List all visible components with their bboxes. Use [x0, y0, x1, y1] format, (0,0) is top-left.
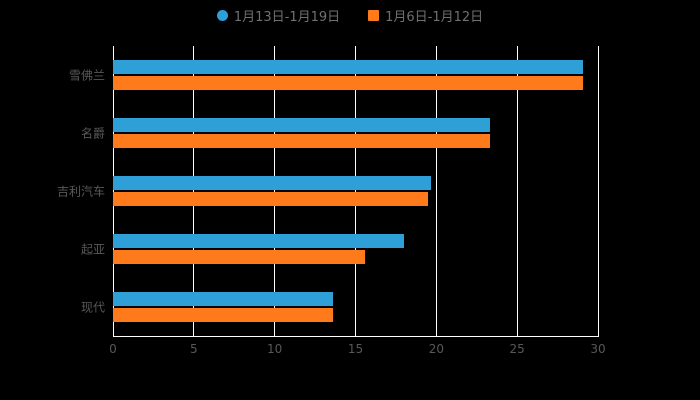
category-band — [113, 162, 598, 220]
bar-series2[interactable] — [113, 192, 429, 206]
bar-series1[interactable] — [113, 176, 432, 190]
legend: 1月13日-1月19日 1月6日-1月12日 — [0, 6, 700, 25]
gridline — [435, 46, 437, 336]
x-axis-tick-label: 20 — [428, 342, 444, 356]
legend-marker-circle-icon — [216, 10, 228, 21]
x-axis-labels: 0 5 10 15 20 25 30 — [109, 342, 605, 360]
y-axis-category-label: 现代 — [80, 300, 105, 315]
bar-series1[interactable] — [113, 60, 584, 74]
gridline — [516, 46, 518, 336]
x-axis-tick-label: 15 — [347, 342, 364, 356]
gridline — [193, 46, 195, 336]
y-axis-category-label: 名爵 — [80, 126, 105, 141]
y-axis-category-label: 雪佛兰 — [68, 68, 105, 83]
bar-series2[interactable] — [113, 76, 584, 90]
legend-item-week2[interactable]: 1月13日-1月19日 — [216, 6, 341, 25]
legend-label: 1月6日-1月12日 — [385, 10, 484, 25]
gridline — [274, 46, 276, 336]
y-axis-labels: 雪佛兰名爵吉利汽车起亚现代 — [0, 46, 105, 336]
bar-series2[interactable] — [113, 134, 490, 148]
x-axis-tick-label: 5 — [190, 342, 198, 356]
y-axis-category-label: 吉利汽车 — [56, 184, 105, 199]
category-band — [113, 104, 598, 162]
bar-series1[interactable] — [113, 292, 333, 306]
bar-series2[interactable] — [113, 308, 333, 322]
bar-series1[interactable] — [113, 118, 490, 132]
y-axis-category-label: 起亚 — [80, 242, 105, 257]
category-band — [113, 46, 598, 104]
legend-item-week1[interactable]: 1月6日-1月12日 — [368, 6, 483, 25]
gridline — [355, 46, 356, 336]
x-axis-tick-label: 10 — [267, 342, 283, 356]
x-axis-tick-label: 0 — [109, 342, 117, 356]
category-band — [113, 220, 598, 278]
gridline — [112, 46, 114, 336]
legend-label: 1月13日-1月19日 — [233, 10, 341, 25]
x-axis-line — [113, 336, 599, 337]
plot-area — [112, 46, 599, 336]
bar-series1[interactable] — [113, 234, 404, 248]
legend-marker-square-icon — [368, 10, 380, 21]
gridline — [597, 46, 599, 336]
x-axis-tick-label: 30 — [590, 342, 606, 356]
x-axis-tick-label: 25 — [509, 342, 525, 356]
category-band — [113, 278, 598, 336]
bar-series2[interactable] — [113, 250, 366, 264]
